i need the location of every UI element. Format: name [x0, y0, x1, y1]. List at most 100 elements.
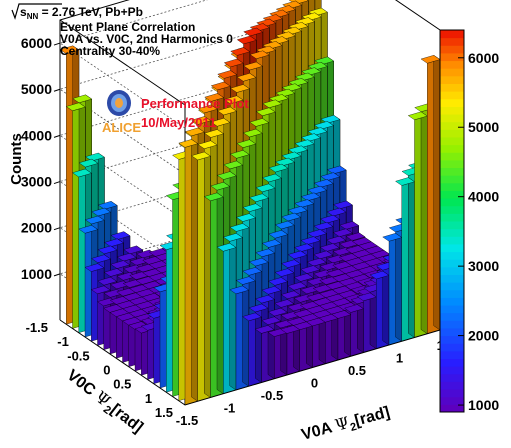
- bar-face-top: [249, 118, 270, 127]
- bar-face-top: [230, 84, 250, 93]
- x-tick-label: 0.5: [348, 363, 366, 378]
- performance-date: 10/May/2011: [141, 115, 216, 130]
- color-scale-cell: [440, 228, 464, 237]
- bar-face-top: [300, 236, 321, 245]
- bar-face-top: [122, 279, 143, 288]
- bar-face-top: [274, 299, 295, 308]
- z-axis-ticks: 1000 2000 3000 4000 5000 6000: [21, 35, 61, 282]
- bar-face-top: [229, 223, 250, 232]
- z-tick-mark: [53, 42, 61, 46]
- color-tick-label: 4000: [468, 189, 499, 205]
- bar-face-top: [178, 139, 199, 148]
- bar-face-top: [217, 70, 238, 79]
- bar-face-top: [84, 263, 105, 272]
- x-tick-label: 0: [311, 376, 318, 391]
- bar-face-top: [210, 81, 231, 91]
- bar-face-top: [261, 286, 282, 295]
- bar-face-top: [116, 287, 137, 297]
- z-tick-label: 5000: [21, 81, 52, 97]
- bar-face-side: [229, 242, 237, 391]
- color-scale-border: [439, 29, 465, 413]
- bar-face-top: [306, 292, 327, 302]
- bar-face-top: [325, 268, 346, 278]
- bar-face-top: [236, 73, 257, 82]
- bar-face-top: [191, 151, 211, 161]
- bar-face-top: [116, 252, 137, 262]
- bar-face-side: [318, 317, 326, 365]
- bar-face-top: [326, 207, 347, 217]
- y-axis-title-unit: [rad]: [107, 401, 145, 436]
- bar-face-side: [395, 232, 402, 342]
- lego-bars: [59, 0, 441, 406]
- bar-face-top: [72, 94, 93, 103]
- bar-face-top: [255, 248, 276, 257]
- bar-face-top: [255, 107, 276, 116]
- z-tick-mark: [53, 227, 61, 231]
- bar-face-top: [407, 111, 428, 120]
- bar-face-top: [217, 106, 237, 116]
- color-scale-cell: [440, 243, 464, 253]
- z-tick-mark: [53, 88, 61, 92]
- bar-face-top: [294, 243, 314, 252]
- bar-face-top: [262, 99, 283, 108]
- bar-face-side: [433, 54, 441, 331]
- bar-face-top: [331, 310, 352, 319]
- header-line1: Event Plane Correlation: [60, 20, 195, 34]
- bar-face-top: [243, 27, 264, 37]
- energy-s: s: [20, 5, 27, 19]
- y-tick-label: -1: [57, 334, 69, 349]
- x-axis-title-sub: 2: [349, 421, 358, 434]
- front-frame: [59, 319, 441, 406]
- color-scale-cell: [440, 282, 464, 291]
- color-scale-cell: [440, 190, 464, 199]
- bar-face-top: [110, 231, 131, 240]
- color-scale-cell: [440, 213, 464, 222]
- bar-face-top: [248, 303, 269, 313]
- color-scale-cell: [440, 266, 464, 275]
- color-scale-cell: [440, 205, 464, 214]
- alice-logo-text: ALICE: [102, 120, 141, 135]
- bar-face-top: [91, 207, 112, 217]
- y-tick-label: -1.5: [26, 320, 48, 335]
- bar-face-top: [287, 250, 308, 260]
- bar-face-top: [313, 179, 334, 188]
- bar-face-top: [307, 185, 328, 195]
- bar-face-top: [281, 151, 302, 161]
- bar-face-top: [65, 102, 86, 111]
- bar-face-top: [116, 272, 137, 281]
- color-scale-cell: [440, 373, 464, 382]
- color-scale-cell: [440, 37, 464, 46]
- y-tick-label: 0: [103, 363, 110, 378]
- color-scale-cell: [440, 136, 464, 146]
- bar-face-side: [216, 192, 224, 395]
- bar-face-top: [395, 177, 415, 186]
- x-axis-title-unit: [rad]: [353, 404, 392, 430]
- bar-face-side: [306, 321, 313, 368]
- bar-face-top: [267, 328, 288, 337]
- performance-label: Performance Plot: [141, 96, 249, 111]
- bar-face-top: [203, 192, 224, 202]
- bar-face-top: [300, 192, 321, 201]
- color-scale-cell: [440, 305, 464, 314]
- bar-face-top: [268, 230, 289, 239]
- bar-face-top: [307, 127, 328, 136]
- y-tick-label: 1.5: [155, 405, 173, 420]
- color-scale-cell: [440, 297, 464, 306]
- bar-face-top: [230, 47, 251, 56]
- bar-face-top: [293, 273, 314, 282]
- x-tick-label: 1: [396, 351, 403, 366]
- color-scale-cell: [440, 312, 464, 321]
- color-scale-cell: [440, 52, 464, 62]
- bar-face-top: [59, 45, 80, 54]
- color-scale-cell: [440, 114, 464, 123]
- z-tick-label: 6000: [21, 35, 52, 51]
- x-axis-title-main: V0A: [300, 418, 338, 443]
- bar-face-top: [210, 118, 231, 127]
- bar-face-top: [369, 270, 390, 280]
- z-tick-label: 2000: [21, 220, 52, 236]
- bar-face-top: [110, 260, 131, 269]
- bar-face-top: [123, 264, 143, 274]
- color-scale-cell: [440, 343, 464, 352]
- bar-face-top: [129, 257, 150, 266]
